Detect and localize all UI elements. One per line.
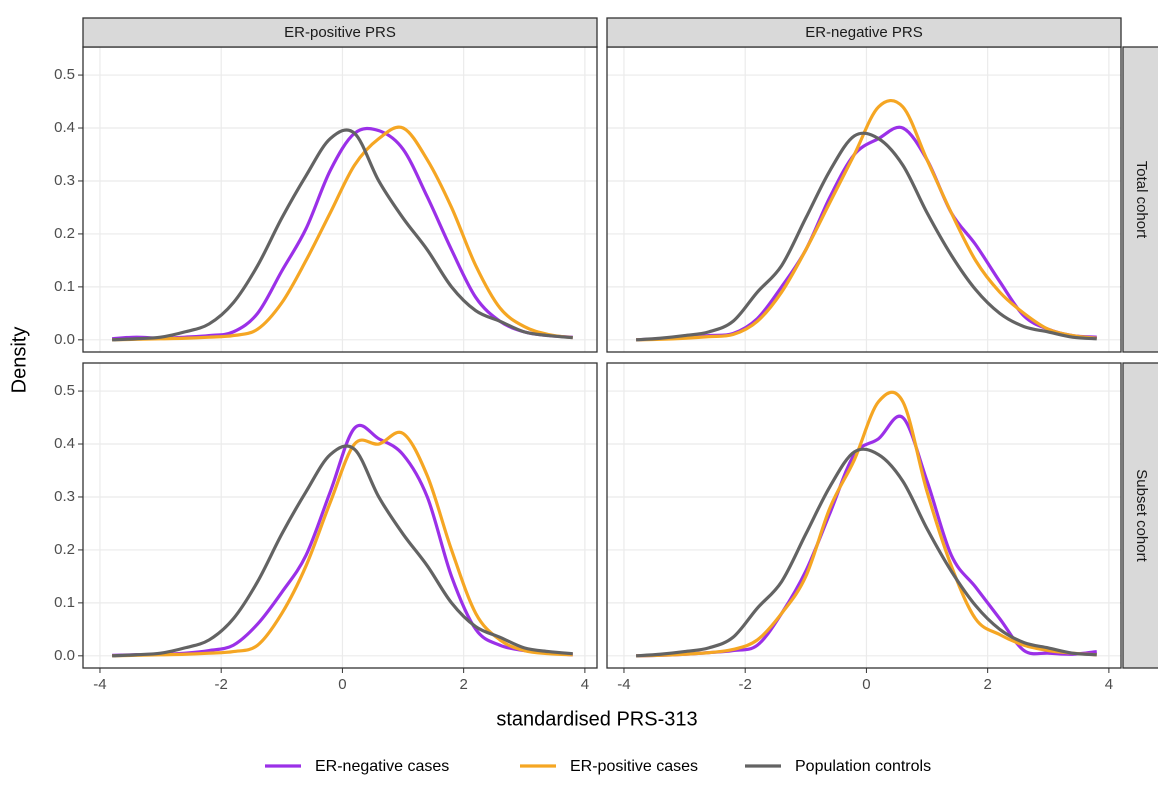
density-line <box>635 131 1097 342</box>
legend-label: ER-positive cases <box>570 758 698 775</box>
x-tick-label: -2 <box>215 676 228 693</box>
y-tick-label: 0.1 <box>54 278 75 295</box>
panel-background <box>607 363 1121 668</box>
strip <box>606 17 1122 48</box>
y-tick-label: 0.4 <box>54 435 75 452</box>
panel-background <box>607 47 1121 352</box>
density-line <box>112 125 573 342</box>
strip <box>1122 46 1158 353</box>
y-tick-label: 0.4 <box>54 119 75 136</box>
x-tick-label: 4 <box>1105 676 1113 693</box>
y-tick-label: 0.5 <box>54 66 75 83</box>
density-line <box>636 98 1097 342</box>
strip-label: Total cohort <box>1133 161 1150 239</box>
density-line <box>636 390 1097 658</box>
x-tick-label: -4 <box>93 676 106 693</box>
y-tick-label: 0.3 <box>54 172 75 189</box>
x-tick-label: 2 <box>459 676 467 693</box>
x-tick-label: 4 <box>581 676 589 693</box>
panel-border <box>606 362 1122 669</box>
density-line <box>635 447 1097 658</box>
strip-label: Subset cohort <box>1133 469 1150 562</box>
density-line <box>112 128 573 342</box>
panel-background <box>83 363 597 668</box>
x-tick-label: 0 <box>862 676 870 693</box>
x-tick-label: -4 <box>617 676 630 693</box>
x-tick-label: 2 <box>983 676 991 693</box>
x-tick-label: 0 <box>338 676 346 693</box>
x-tick-label: -2 <box>739 676 752 693</box>
y-tick-label: 0.2 <box>54 541 75 558</box>
panel-background <box>83 47 597 352</box>
y-axis-title: Density <box>8 327 30 394</box>
strip <box>1122 362 1158 669</box>
y-tick-label: 0.1 <box>54 594 75 611</box>
y-tick-label: 0.5 <box>54 382 75 399</box>
panel-border <box>82 362 598 669</box>
legend-label: Population controls <box>795 758 931 775</box>
x-axis-title: standardised PRS-313 <box>496 708 697 730</box>
y-tick-label: 0.2 <box>54 225 75 242</box>
legend-label: ER-negative cases <box>315 758 449 775</box>
y-tick-label: 0.0 <box>54 331 75 348</box>
strip <box>82 17 598 48</box>
strip-label: ER-positive PRS <box>284 24 396 41</box>
strip-label: ER-negative PRS <box>805 24 923 41</box>
y-tick-label: 0.0 <box>54 647 75 664</box>
y-tick-label: 0.3 <box>54 488 75 505</box>
density-line <box>112 444 573 658</box>
